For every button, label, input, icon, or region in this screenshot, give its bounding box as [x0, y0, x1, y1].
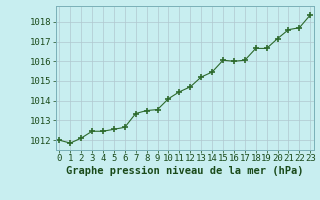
X-axis label: Graphe pression niveau de la mer (hPa): Graphe pression niveau de la mer (hPa) [66, 166, 304, 176]
